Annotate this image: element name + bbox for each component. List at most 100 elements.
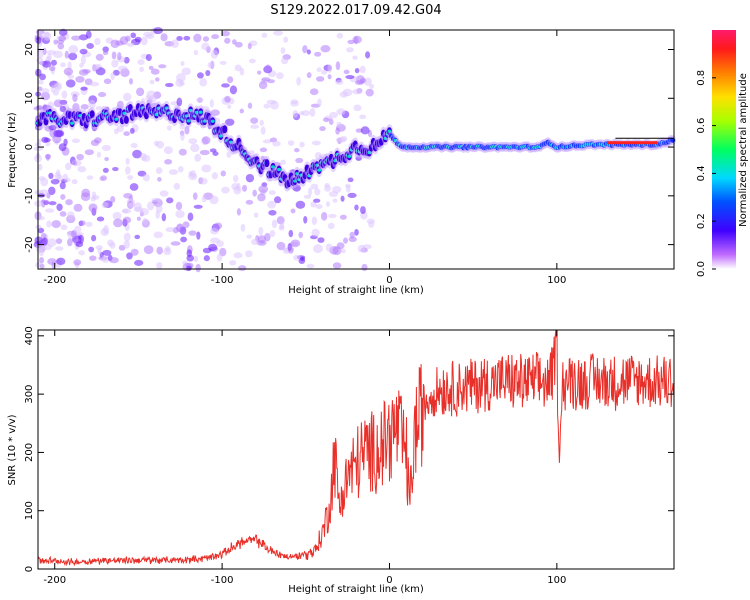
- noise-blob: [343, 237, 349, 244]
- noise-blob: [173, 182, 181, 190]
- noise-blob: [119, 36, 129, 45]
- noise-blob: [267, 200, 277, 209]
- noise-blob: [365, 51, 371, 59]
- noise-blob: [39, 73, 46, 81]
- noise-blob: [267, 79, 275, 84]
- noise-blob: [163, 247, 172, 256]
- noise-blob: [122, 216, 132, 224]
- noise-blob: [336, 32, 344, 39]
- noise-blob: [48, 172, 54, 180]
- noise-blob: [320, 45, 331, 53]
- noise-blob: [201, 42, 210, 51]
- noise-blob: [117, 52, 122, 61]
- noise-blob: [175, 201, 183, 211]
- colorbar-tick-label: 0.4: [696, 165, 707, 181]
- noise-blob: [40, 177, 49, 187]
- noise-blob: [360, 126, 370, 135]
- noise-blob: [75, 76, 85, 83]
- noise-blob: [181, 67, 191, 76]
- noise-blob: [246, 234, 252, 239]
- noise-blob: [309, 88, 319, 96]
- noise-blob: [340, 135, 348, 142]
- spectrogram-x-label: Height of straight line (km): [288, 285, 424, 296]
- noise-blob: [290, 208, 296, 214]
- noise-blob: [102, 167, 109, 173]
- noise-blob: [55, 238, 63, 244]
- noise-blob: [224, 37, 231, 44]
- noise-blob: [327, 74, 332, 80]
- noise-blob: [239, 67, 245, 76]
- noise-blob: [123, 131, 130, 137]
- noise-blob: [290, 100, 299, 107]
- noise-blob: [221, 30, 230, 37]
- noise-blob: [209, 195, 219, 205]
- colorbar-label: Normalized spectral amplitude: [738, 73, 749, 227]
- noise-blob: [78, 250, 85, 256]
- noise-blob: [268, 209, 277, 216]
- noise-blob: [110, 39, 120, 49]
- spectrogram-y-tick-label: -10: [24, 188, 35, 204]
- noise-blob: [160, 33, 168, 42]
- noise-blob: [46, 220, 52, 228]
- noise-blob: [96, 216, 105, 222]
- noise-blob: [199, 177, 208, 185]
- noise-blob: [201, 196, 207, 203]
- noise-blob: [221, 186, 230, 194]
- noise-blob: [73, 259, 82, 266]
- noise-blob: [153, 231, 163, 239]
- noise-blob: [123, 232, 131, 242]
- noise-blob: [306, 263, 315, 269]
- noise-blob: [257, 70, 262, 75]
- noise-blob: [101, 255, 110, 263]
- noise-blob: [219, 60, 227, 65]
- noise-blob: [233, 252, 243, 259]
- noise-blob: [164, 159, 173, 165]
- noise-blob: [295, 157, 304, 164]
- noise-blob: [347, 177, 354, 183]
- noise-blob: [176, 97, 183, 107]
- noise-blob: [59, 105, 67, 113]
- spectrogram-x-tick-label: 0: [386, 275, 392, 286]
- spectrogram-x-tick-label: 100: [547, 275, 566, 286]
- noise-blob: [35, 243, 46, 253]
- noise-blob: [64, 177, 71, 182]
- noise-blob: [315, 76, 325, 82]
- noise-blob: [332, 246, 342, 256]
- colorbar-ticks: 0.0 0.2 0.4 0.6 0.8: [696, 70, 716, 277]
- noise-blob: [336, 108, 346, 116]
- noise-blob: [314, 51, 322, 57]
- noise-blob: [59, 211, 67, 217]
- noise-blob: [335, 127, 340, 135]
- noise-blob: [55, 246, 64, 251]
- noise-blob: [187, 212, 194, 222]
- noise-blob: [44, 208, 55, 213]
- noise-blob: [266, 99, 277, 105]
- noise-blob: [47, 238, 57, 247]
- noise-blob: [183, 35, 191, 41]
- noise-blob: [140, 152, 147, 161]
- noise-blob: [317, 237, 325, 243]
- noise-blob: [335, 79, 344, 85]
- noise-blob: [339, 214, 347, 220]
- noise-blob: [327, 222, 335, 230]
- noise-blob: [43, 137, 51, 143]
- noise-blob: [127, 175, 134, 180]
- noise-blob: [80, 86, 88, 91]
- noise-blob: [313, 244, 323, 254]
- noise-blob: [361, 263, 368, 272]
- noise-blob: [188, 173, 198, 181]
- snr-y-ticks: 0 100 200 300 400: [24, 326, 674, 572]
- noise-blob: [296, 76, 302, 86]
- noise-blob: [314, 188, 321, 196]
- noise-blob: [288, 229, 294, 238]
- noise-blob: [79, 48, 88, 55]
- noise-blob: [203, 255, 210, 262]
- noise-blob: [78, 34, 89, 41]
- noise-blob: [126, 42, 135, 47]
- noise-blob: [158, 64, 167, 69]
- spectrogram-x-tick-label: -100: [211, 275, 234, 286]
- noise-blob: [340, 195, 345, 202]
- noise-blob: [101, 201, 109, 209]
- noise-blob: [179, 81, 185, 86]
